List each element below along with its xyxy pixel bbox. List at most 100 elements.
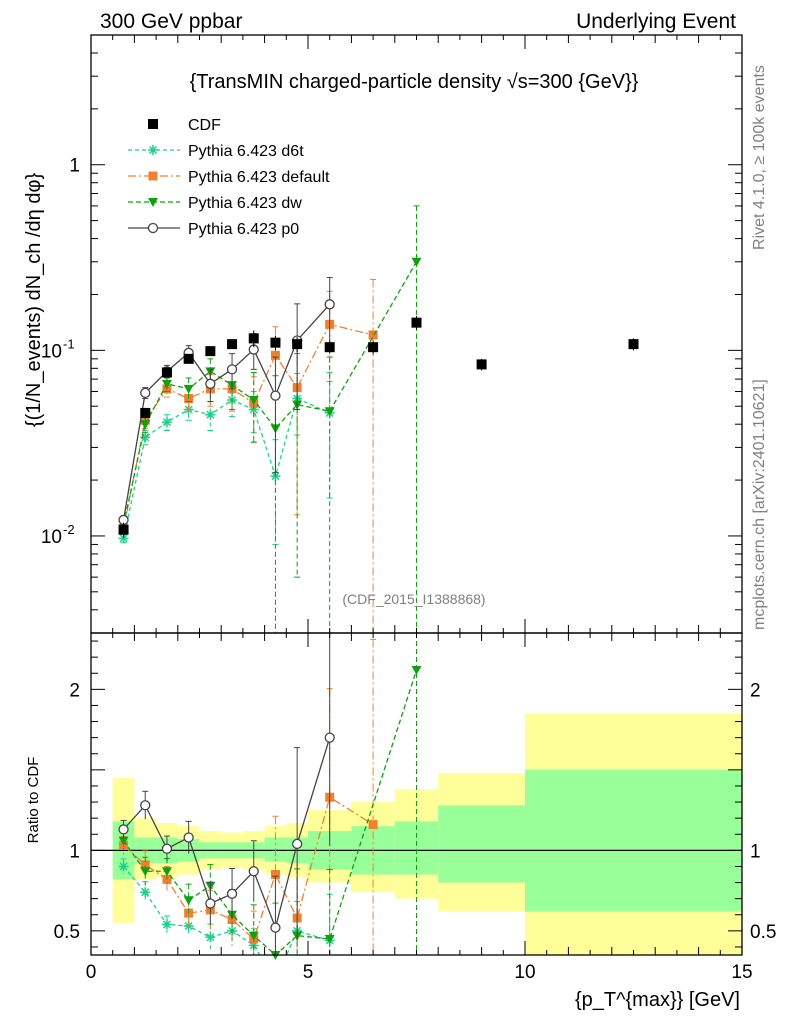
data-point bbox=[140, 887, 151, 898]
legend-label: Pythia 6.423 p0 bbox=[188, 221, 299, 238]
series-line bbox=[123, 866, 330, 955]
data-point bbox=[161, 919, 172, 930]
data-point bbox=[368, 342, 379, 353]
data-point bbox=[183, 832, 194, 843]
legend-label: CDF bbox=[188, 117, 221, 134]
data-point bbox=[140, 420, 151, 430]
x-tick-label: 15 bbox=[731, 962, 752, 983]
legend-entry: CDF bbox=[148, 117, 221, 134]
chart-title: {TransMIN charged-particle density √s=30… bbox=[190, 71, 639, 93]
x-axis-label: {p_T^{max}} [GeV] bbox=[575, 989, 740, 1011]
series-line bbox=[122, 397, 330, 539]
series-pythia-6.423-d6t bbox=[118, 371, 335, 545]
band-inner bbox=[438, 805, 525, 883]
ratio-pythia-6.423-p0 bbox=[118, 633, 335, 955]
data-point bbox=[324, 934, 335, 944]
data-point bbox=[226, 888, 238, 899]
x-tick-label: 10 bbox=[514, 962, 535, 983]
data-point bbox=[227, 339, 238, 350]
x-tick-label: 0 bbox=[86, 962, 97, 983]
data-point bbox=[270, 922, 281, 933]
series-pythia-6.423-default bbox=[119, 278, 378, 634]
data-point bbox=[183, 896, 194, 906]
data-point bbox=[324, 407, 335, 417]
data-point bbox=[205, 378, 216, 389]
data-point bbox=[205, 898, 216, 909]
data-point bbox=[368, 820, 378, 830]
data-point bbox=[411, 257, 422, 267]
ratio-panel-series bbox=[118, 633, 422, 960]
data-point bbox=[270, 390, 281, 401]
data-point bbox=[161, 867, 172, 877]
legend-marker bbox=[148, 198, 158, 207]
legend-label: Pythia 6.423 dw bbox=[188, 195, 302, 212]
ratio-tick-label: 1 bbox=[69, 841, 80, 862]
band-inner bbox=[525, 769, 742, 912]
ratio-uncertainty-bands bbox=[91, 713, 742, 955]
data-point bbox=[476, 359, 487, 370]
data-point bbox=[140, 432, 151, 443]
data-point bbox=[118, 836, 129, 846]
data-point bbox=[183, 384, 194, 394]
data-point bbox=[248, 396, 259, 406]
data-point bbox=[368, 330, 378, 340]
legend-marker bbox=[147, 222, 159, 234]
data-point bbox=[161, 379, 172, 389]
data-point bbox=[411, 666, 422, 676]
legend: CDF Pythia 6.423 d6t Pythia 6.423 default P… bbox=[128, 117, 330, 238]
ratio-tick-label-right: 1 bbox=[750, 841, 761, 862]
data-point bbox=[140, 387, 151, 399]
data-point bbox=[118, 824, 129, 835]
data-point bbox=[270, 870, 280, 879]
header-left: 300 GeV ppbar bbox=[100, 10, 242, 33]
data-point bbox=[324, 342, 335, 353]
data-point bbox=[118, 533, 129, 544]
data-point bbox=[140, 407, 151, 418]
ratio-tick-label: 0.5 bbox=[54, 922, 80, 943]
data-point bbox=[291, 838, 303, 850]
analysis-label: (CDF_2015_I1388868) bbox=[342, 591, 485, 607]
ratio-tick-label: 2 bbox=[69, 680, 80, 701]
data-point bbox=[140, 860, 150, 870]
data-point bbox=[270, 350, 280, 360]
legend-marker bbox=[148, 171, 158, 181]
series-line bbox=[122, 323, 374, 529]
legend-entry: Pythia 6.423 default bbox=[128, 169, 330, 186]
data-point bbox=[324, 732, 335, 743]
y-tick-label: 10 bbox=[41, 341, 62, 362]
data-point bbox=[161, 367, 172, 378]
data-point bbox=[248, 866, 259, 877]
data-point bbox=[628, 339, 639, 350]
data-point bbox=[118, 524, 129, 535]
y-axis-label: {(1/N_events) dN_ch /dη dφ} bbox=[23, 173, 45, 428]
data-point bbox=[248, 333, 259, 344]
legend-marker bbox=[148, 145, 158, 155]
y-tick-label: 10 bbox=[41, 527, 62, 548]
data-point bbox=[183, 353, 194, 364]
data-point bbox=[205, 932, 216, 943]
data-point bbox=[205, 409, 216, 420]
data-point bbox=[226, 364, 238, 375]
legend-marker bbox=[148, 119, 158, 129]
legend-entry: Pythia 6.423 dw bbox=[128, 195, 302, 212]
data-point bbox=[248, 931, 259, 941]
series-line bbox=[123, 737, 331, 930]
data-point bbox=[140, 867, 151, 877]
data-point bbox=[205, 346, 216, 357]
series-line bbox=[122, 303, 331, 521]
data-point bbox=[292, 339, 303, 350]
legend-label: Pythia 6.423 d6t bbox=[188, 143, 304, 160]
ratio-pythia-6.423-default bbox=[119, 638, 378, 955]
ratio-pythia-6.423-dw bbox=[118, 633, 422, 960]
x-tick-label: 5 bbox=[303, 962, 314, 983]
legend-entry: Pythia 6.423 d6t bbox=[128, 143, 304, 160]
y-tick-exponent: -1 bbox=[63, 336, 75, 351]
y-tick-exponent: -2 bbox=[63, 522, 75, 537]
legend-label: Pythia 6.423 default bbox=[188, 169, 330, 186]
data-point bbox=[324, 299, 335, 310]
data-point bbox=[161, 417, 172, 428]
rivet-label: Rivet 4.1.0, ≥ 100k events bbox=[751, 65, 768, 250]
data-point bbox=[140, 800, 151, 811]
